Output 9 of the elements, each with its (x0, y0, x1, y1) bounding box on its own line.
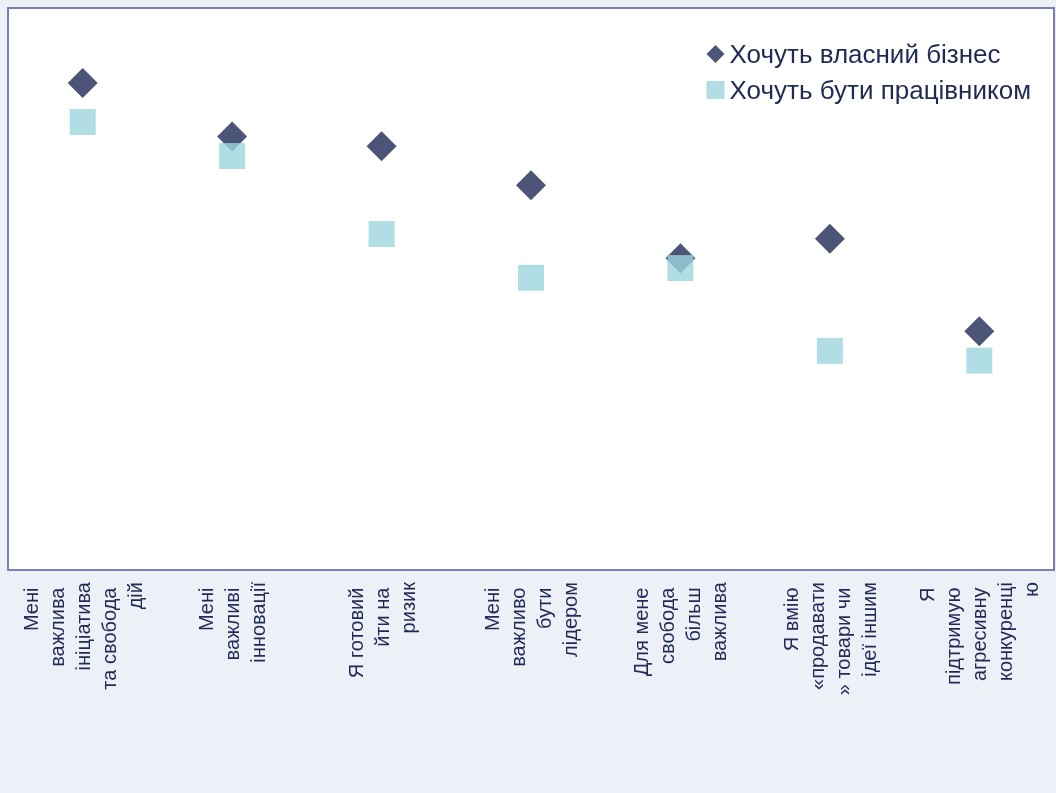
x-tick-label: Для мене свобода більш важлива (630, 581, 731, 677)
legend-label: Хочуть власний бізнес (729, 39, 1001, 69)
x-tick-label: Я підтримую агресивну конкуренцію (916, 582, 1043, 685)
x-tick-label: Мені важливо бути лідером (481, 582, 581, 667)
x-tick-label: Мені важливі інновації (195, 581, 270, 663)
x-tick-label: Я готовий йти на ризик (344, 581, 419, 679)
x-tick-label: Я вмію «продавати» товари чи ідеї іншим (779, 582, 880, 696)
legend-label: Хочуть бути працівником (729, 75, 1032, 105)
x-tick-label: Мені важлива ініціатива та свобода дій (19, 581, 146, 696)
